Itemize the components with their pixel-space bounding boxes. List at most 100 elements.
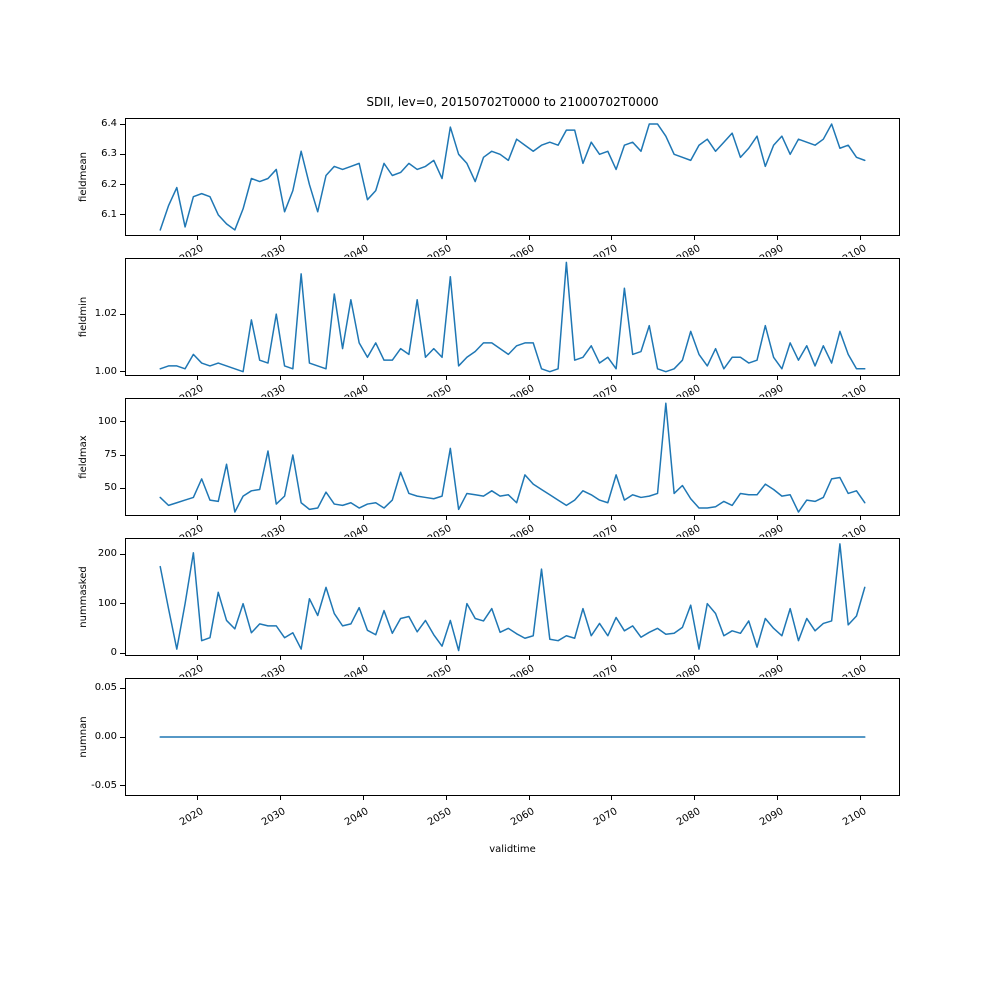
xtick-clip-strip: 2020 2030 2040 2050 2060 2070 2080 2090 2100: [0, 377, 1000, 397]
x-tick-label: 2050: [426, 383, 454, 397]
x-tick-label: 2090: [757, 243, 786, 257]
x-tick-mark: [445, 796, 447, 800]
y-tick-mark: [120, 153, 125, 155]
x-tick-label: 2060: [509, 806, 537, 829]
series-line-fieldmean: [159, 123, 866, 231]
x-tick-mark: [611, 236, 613, 240]
x-tick-label: 2100: [840, 663, 869, 677]
x-tick-label: 2060: [509, 523, 537, 537]
x-tick-label: 2070: [591, 663, 620, 677]
y-tick-label: 200: [97, 548, 117, 560]
x-tick-label: 2030: [260, 383, 288, 397]
x-tick-label: 2050: [426, 523, 454, 537]
x-tick-mark: [777, 236, 779, 240]
x-tick-mark: [694, 656, 696, 660]
x-tick-mark: [860, 656, 862, 660]
x-tick-label: 2020: [177, 523, 206, 537]
x-tick-label: 2100: [840, 383, 869, 397]
x-tick-mark: [362, 376, 364, 380]
x-tick-label: 2030: [260, 523, 288, 537]
x-tick-label: 2080: [674, 663, 703, 677]
y-tick-label: 75: [104, 449, 117, 460]
x-tick-mark: [694, 516, 696, 520]
y-tick-mark: [120, 214, 125, 216]
y-tick-mark: [120, 421, 125, 423]
x-tick-label: 2090: [757, 806, 786, 829]
x-tick-label: 2040: [343, 806, 371, 829]
x-tick-mark: [279, 236, 281, 240]
y-tick-label: 0: [110, 647, 117, 659]
x-tick-label: 2100: [840, 523, 869, 537]
y-tick-mark: [120, 652, 125, 654]
y-tick-label: 100: [97, 597, 117, 609]
y-tick-label: 100: [97, 415, 117, 427]
x-tick-mark: [860, 796, 862, 800]
x-tick-mark: [611, 796, 613, 800]
x-tick-label: 2030: [260, 243, 288, 257]
subplot-fieldmin: [125, 258, 900, 376]
series-line-fieldmax: [159, 402, 866, 513]
x-tick-mark: [528, 236, 530, 240]
x-tick-label: 2020: [177, 243, 206, 257]
x-tick-mark: [445, 656, 447, 660]
x-tick-label: 2060: [509, 663, 537, 677]
x-tick-label: 2050: [426, 806, 454, 829]
y-tick-label: 6.3: [101, 148, 117, 160]
y-tick-label: 1.02: [94, 308, 117, 320]
x-tick-label: 2090: [757, 523, 786, 537]
x-tick-label: 2100: [840, 243, 869, 257]
subplot-fieldmax: [125, 398, 900, 516]
x-tick-label: 2060: [509, 243, 537, 257]
x-tick-mark: [611, 376, 613, 380]
x-tick-label: 2080: [674, 523, 703, 537]
x-tick-mark: [611, 516, 613, 520]
x-tick-label: 2050: [426, 663, 454, 677]
x-tick-label: 2070: [591, 523, 620, 537]
x-tick-mark: [611, 656, 613, 660]
x-tick-mark: [279, 656, 281, 660]
x-tick-label: 2020: [177, 806, 206, 829]
x-axis-label: validtime: [489, 844, 536, 855]
x-tick-mark: [445, 376, 447, 380]
x-tick-mark: [860, 236, 862, 240]
y-tick-mark: [120, 785, 125, 787]
xtick-clip-strip: 2020 2030 2040 2050 2060 2070 2080 2090 2100: [0, 237, 1000, 257]
xtick-clip-strip: 2020 2030 2040 2050 2060 2070 2080 2090 2100: [0, 657, 1000, 677]
x-tick-label: 2030: [260, 806, 288, 829]
x-tick-mark: [197, 376, 199, 380]
y-tick-mark: [120, 736, 125, 738]
x-tick-label: 2080: [674, 383, 703, 397]
x-tick-mark: [860, 376, 862, 380]
y-tick-label: 6.2: [101, 178, 117, 190]
x-tick-label: 2100: [840, 806, 869, 829]
x-tick-mark: [197, 796, 199, 800]
x-tick-label: 2080: [674, 806, 703, 829]
y-tick-mark: [120, 687, 125, 689]
x-tick-mark: [197, 236, 199, 240]
plot-title: SDII, lev=0, 20150702T0000 to 21000702T0…: [366, 95, 659, 109]
x-tick-label: 2040: [343, 383, 371, 397]
x-tick-mark: [197, 516, 199, 520]
x-tick-mark: [445, 236, 447, 240]
x-tick-mark: [777, 796, 779, 800]
y-tick-mark: [120, 487, 125, 489]
x-tick-mark: [279, 516, 281, 520]
y-tick-mark: [120, 371, 125, 373]
x-tick-label: 2070: [591, 806, 620, 829]
x-tick-mark: [860, 516, 862, 520]
subplot-nummasked: [125, 538, 900, 656]
x-tick-label: 2040: [343, 243, 371, 257]
xtick-clip-strip: 2020 2030 2040 2050 2060 2070 2080 2090 2100: [0, 517, 1000, 537]
x-tick-mark: [777, 516, 779, 520]
x-tick-label: 2040: [343, 523, 371, 537]
x-tick-label: 2070: [591, 243, 620, 257]
x-tick-label: 2050: [426, 243, 454, 257]
x-tick-mark: [694, 236, 696, 240]
y-tick-label: 1.00: [94, 365, 117, 377]
y-tick-mark: [120, 184, 125, 186]
series-line-fieldmin: [159, 261, 866, 373]
x-tick-label: 2020: [177, 383, 206, 397]
y-tick-mark: [120, 123, 125, 125]
x-tick-mark: [777, 376, 779, 380]
